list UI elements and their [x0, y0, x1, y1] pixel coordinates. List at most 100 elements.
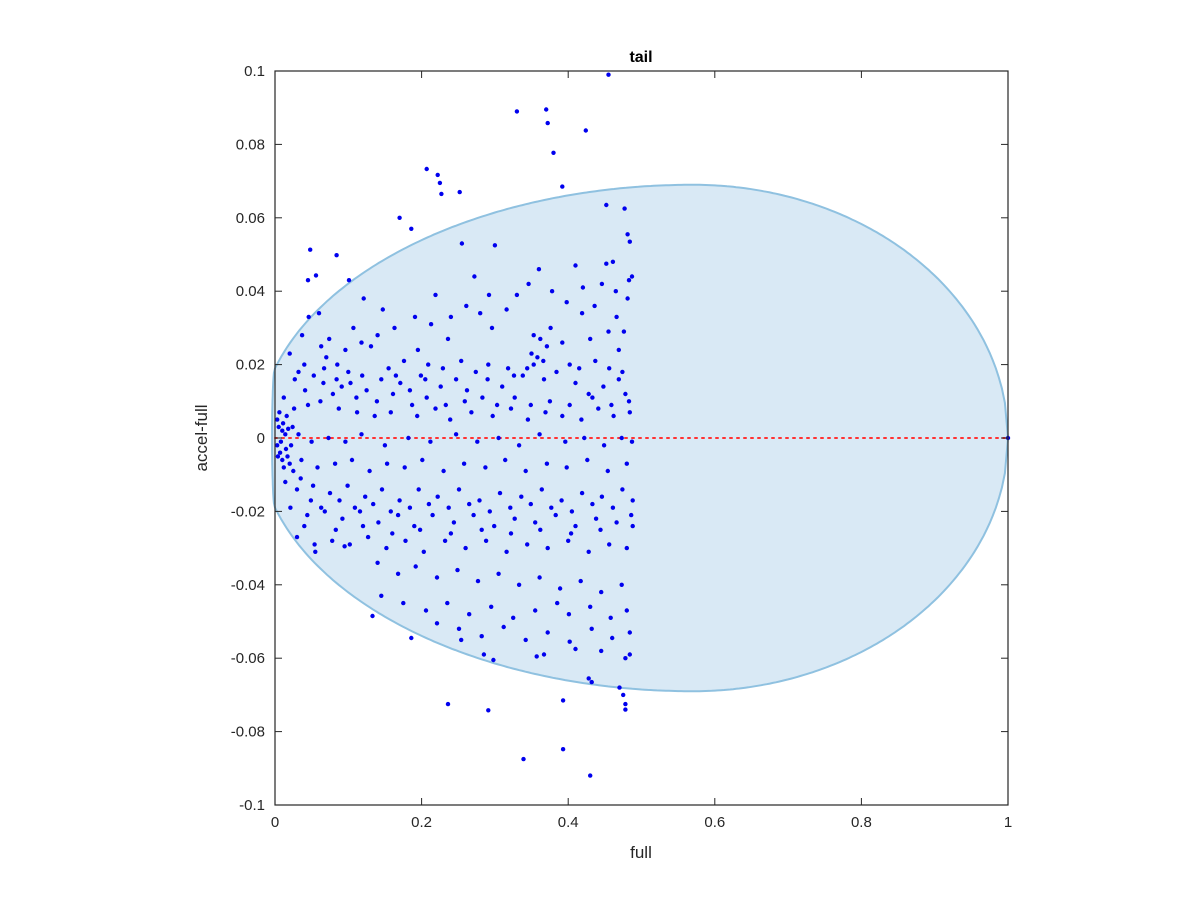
scatter-point: [512, 395, 517, 400]
y-tick-label: -0.04: [231, 577, 265, 594]
scatter-point: [625, 232, 630, 237]
scatter-point: [382, 443, 388, 448]
scatter-point: [593, 358, 598, 364]
scatter-point: [492, 523, 497, 529]
scatter-point: [539, 487, 544, 492]
scatter-point: [439, 191, 444, 197]
scatter-point: [343, 439, 348, 444]
scatter-point: [330, 391, 336, 397]
scatter-point: [519, 494, 524, 499]
scatter-point: [567, 639, 572, 644]
scatter-point: [630, 498, 635, 503]
scatter-point: [624, 461, 629, 466]
scatter-point: [332, 461, 338, 466]
scatter-point: [491, 657, 496, 663]
scatter-point: [433, 292, 438, 298]
scatter-point: [577, 366, 582, 371]
scatter-point: [541, 377, 547, 382]
scatter-point: [446, 505, 451, 510]
scatter-point: [533, 608, 538, 613]
scatter-point: [526, 281, 531, 287]
scatter-point: [614, 520, 619, 525]
scatter-point: [544, 107, 549, 112]
scatter-point: [596, 406, 601, 411]
scatter-point: [525, 366, 530, 371]
scatter-point: [475, 578, 481, 584]
scatter-point: [564, 465, 569, 470]
scatter-point: [321, 366, 327, 371]
scatter-point: [609, 402, 614, 408]
scatter-point: [392, 325, 397, 331]
scatter-point: [508, 406, 514, 411]
scatter-point: [516, 443, 522, 448]
scatter-point: [360, 523, 366, 529]
scatter-point: [455, 567, 460, 573]
scatter-point: [343, 347, 348, 353]
scatter-point: [599, 281, 605, 287]
scatter-point: [605, 468, 610, 474]
scatter-point: [610, 635, 615, 641]
scatter-point: [625, 296, 630, 301]
scatter-point: [607, 366, 612, 371]
scatter-point: [534, 654, 539, 659]
scatter-point: [283, 432, 288, 437]
scatter-point: [407, 388, 413, 393]
scatter-point: [613, 289, 618, 294]
scatter-point: [588, 336, 593, 342]
scatter-point: [379, 593, 384, 598]
scatter-point: [395, 512, 401, 518]
scatter-point: [294, 487, 300, 492]
scatter-point: [523, 637, 528, 643]
scatter-point: [627, 410, 632, 415]
scatter-point: [606, 329, 611, 334]
scatter-point: [398, 380, 403, 386]
scatter-point: [586, 391, 591, 397]
scatter-point: [420, 457, 425, 463]
scatter-point: [560, 413, 565, 419]
scatter-point: [386, 366, 391, 371]
scatter-point: [544, 461, 550, 466]
scatter-point: [557, 586, 563, 591]
scatter-point: [434, 575, 440, 580]
scatter-point: [531, 362, 536, 367]
scatter-point: [402, 465, 407, 470]
scatter-point: [453, 432, 459, 437]
scatter-point: [601, 443, 607, 448]
scatter-point: [287, 351, 292, 356]
scatter-point: [538, 336, 543, 342]
scatter-point: [523, 468, 528, 474]
scatter-point: [629, 274, 635, 279]
scatter-point: [397, 498, 402, 503]
scatter-point: [276, 424, 281, 430]
scatter-point: [483, 465, 488, 470]
scatter-point: [283, 479, 288, 485]
scatter-point: [334, 253, 339, 258]
y-tick-label: 0.06: [236, 210, 265, 227]
scatter-point: [406, 435, 411, 441]
scatter-point: [302, 362, 307, 367]
scatter-point: [464, 388, 470, 393]
scatter-point: [435, 494, 440, 499]
scatter-point: [416, 487, 421, 492]
y-tick-label: 0.02: [236, 357, 265, 374]
scatter-point: [357, 509, 363, 514]
scatter-point: [390, 391, 396, 397]
scatter-point: [531, 333, 536, 338]
scatter-point: [492, 243, 498, 248]
scatter-point: [459, 637, 464, 643]
scatter-point: [438, 384, 443, 389]
scatter-point: [528, 501, 533, 507]
scatter-point: [622, 206, 627, 211]
x-tick-label: 0.8: [851, 814, 872, 831]
scatter-point: [589, 626, 594, 631]
scatter-point: [335, 362, 340, 367]
scatter-point: [445, 600, 450, 606]
scatter-point: [299, 333, 305, 338]
scatter-point: [626, 278, 632, 283]
scatter-point: [486, 708, 491, 713]
scatter-point: [441, 468, 446, 474]
scatter-point: [351, 325, 356, 331]
scatter-point: [284, 413, 289, 419]
scatter-point: [340, 516, 345, 521]
scatter-point: [504, 307, 509, 312]
